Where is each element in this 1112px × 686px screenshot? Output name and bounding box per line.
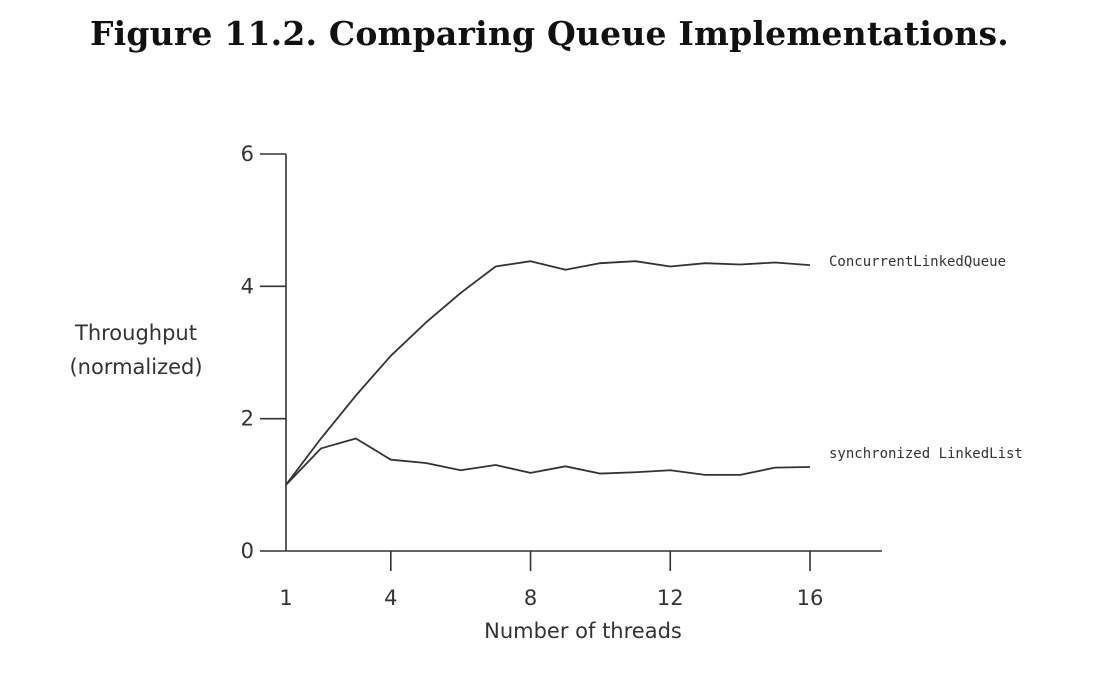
x-tick-label: 8 (524, 586, 537, 610)
x-axis-title: Number of threads (484, 619, 682, 643)
axes (285, 154, 882, 552)
series-line-1 (285, 437, 811, 486)
x-tick-label: 4 (384, 586, 397, 610)
series-label-0: ConcurrentLinkedQueue (829, 254, 1006, 270)
y-tick-label: 0 (241, 539, 254, 563)
y-axis-title-line-1: Throughput (74, 321, 197, 345)
y-tick-label: 4 (241, 274, 254, 298)
x-ticks: 1 4 8 12 16 (279, 551, 823, 610)
y-tick-label: 6 (241, 142, 254, 166)
y-axis-title-line-2: (normalized) (69, 355, 202, 379)
series-layer: ConcurrentLinkedQueue synchronized Linked… (285, 254, 1023, 486)
y-tick-label: 2 (241, 407, 254, 431)
x-tick-label: 1 (279, 586, 292, 610)
series-line-0 (285, 260, 811, 486)
x-tick-label: 16 (797, 586, 824, 610)
y-ticks: 0 2 4 6 (241, 142, 286, 563)
x-tick-label: 12 (657, 586, 684, 610)
series-label-1: synchronized LinkedList (829, 446, 1023, 462)
figure-title: Figure 11.2. Comparing Queue Implementat… (90, 14, 1009, 53)
